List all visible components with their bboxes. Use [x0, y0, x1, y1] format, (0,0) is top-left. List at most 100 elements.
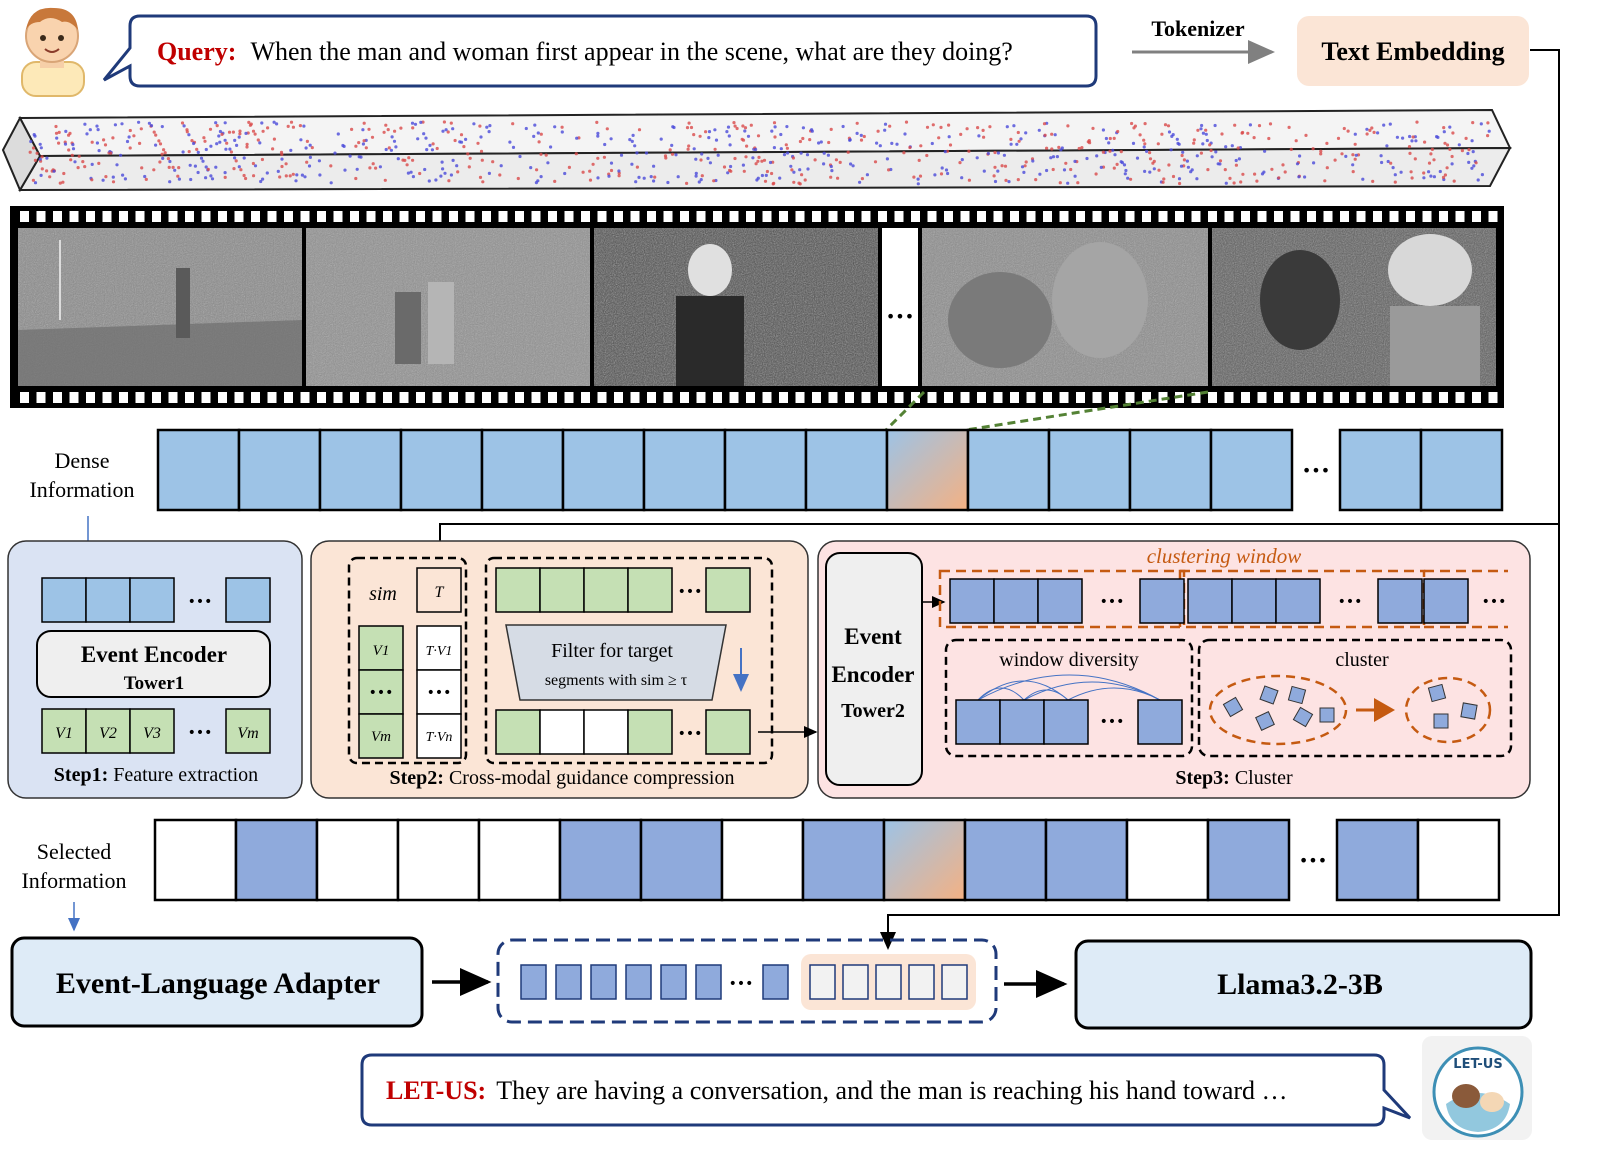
event-dot: [633, 144, 637, 148]
sprocket-hole: [927, 211, 937, 222]
event-dot: [218, 140, 222, 144]
sprocket-hole: [168, 392, 178, 403]
event-dot: [127, 135, 131, 139]
event-dot: [1199, 151, 1203, 155]
sprocket-hole: [597, 392, 607, 403]
event-dot: [733, 124, 737, 128]
event-dot: [1252, 136, 1256, 140]
sim-v-ellipsis: •••: [369, 685, 394, 701]
event-dot: [1234, 163, 1238, 167]
event-dot: [959, 132, 963, 136]
event-dot: [596, 156, 600, 160]
sprocket-hole: [779, 392, 788, 403]
event-dot: [1185, 159, 1189, 163]
event-dot: [960, 176, 964, 180]
step1-caption-rest: Feature extraction: [108, 764, 258, 786]
user-avatar-icon: [21, 7, 85, 97]
event-dot: [666, 180, 670, 185]
event-dot: [1195, 177, 1199, 181]
window-diversity-label: window diversity: [999, 649, 1138, 671]
event-dot: [144, 177, 148, 181]
event-dot: [946, 171, 950, 176]
event-dot: [1178, 181, 1182, 186]
step3-caption-rest: Cluster: [1230, 767, 1293, 789]
video-frame-gap: •••: [882, 228, 918, 386]
sprocket-hole: [218, 211, 227, 222]
feature-v1: V1: [55, 725, 73, 742]
sprocket-hole: [515, 392, 524, 403]
event-dot: [511, 122, 515, 126]
event-dot: [1142, 145, 1146, 149]
event-dot: [773, 135, 777, 139]
event-dot: [741, 124, 745, 128]
frame-ellipsis: •••: [886, 307, 914, 326]
event-dot: [1445, 166, 1449, 170]
event-dot: [1115, 162, 1119, 166]
event-dot: [1111, 148, 1115, 152]
event-dot: [619, 153, 624, 157]
sprocket-hole: [1323, 392, 1333, 403]
event-dot: [265, 171, 269, 175]
sprocket-hole: [696, 211, 706, 222]
event-dot: [171, 165, 175, 169]
event-dot: [403, 158, 407, 162]
event-dots: [28, 120, 1491, 186]
event-dot: [591, 162, 595, 166]
event-dot: [575, 136, 579, 140]
sprocket-hole: [383, 392, 392, 403]
event-dot: [1466, 151, 1470, 156]
event-dot: [203, 139, 207, 143]
event-dot: [1209, 148, 1213, 153]
event-dot: [1342, 126, 1346, 131]
event-dot: [1031, 159, 1035, 163]
event-dot: [533, 123, 537, 127]
event-dot: [1467, 148, 1471, 152]
sprocket-hole: [1406, 392, 1415, 403]
event-dot: [208, 127, 213, 131]
event-dot: [253, 164, 258, 168]
text-embedding-label: Text Embedding: [1321, 37, 1504, 66]
dense-ellipsis: •••: [1302, 461, 1330, 480]
event-dot: [1007, 180, 1011, 184]
event-dot: [317, 159, 321, 163]
sprocket-hole: [1125, 211, 1135, 222]
event-dot: [1289, 147, 1293, 151]
event-dot: [459, 133, 464, 137]
event-dot: [727, 134, 731, 138]
event-dot: [1143, 122, 1147, 126]
tower2-line1: Event: [844, 624, 902, 649]
event-dot: [694, 174, 698, 178]
event-dot: [1200, 123, 1204, 128]
event-dot: [1022, 170, 1026, 174]
sprocket-hole: [911, 392, 920, 403]
event-dot: [416, 137, 420, 141]
event-dot: [642, 176, 646, 180]
event-dot: [447, 179, 451, 183]
event-dot: [836, 176, 840, 180]
event-dot: [280, 164, 284, 169]
event-dot: [789, 164, 793, 168]
event-dot: [644, 151, 649, 155]
event-dot: [1206, 168, 1210, 172]
event-dot: [628, 138, 632, 142]
event-dot: [1237, 157, 1241, 161]
event-dot: [1163, 123, 1168, 127]
event-dot: [1020, 165, 1025, 169]
event-dot: [982, 135, 986, 139]
event-dot: [119, 153, 123, 157]
sprocket-hole: [1340, 211, 1349, 222]
event-dot: [95, 141, 99, 145]
event-dot: [1385, 144, 1389, 148]
event-dot: [770, 171, 774, 176]
event-dot: [829, 175, 833, 179]
event-dot: [1135, 156, 1140, 160]
event-dot: [904, 120, 909, 124]
event-dot: [1192, 141, 1196, 145]
event-dot: [713, 128, 717, 132]
event-dot: [284, 174, 288, 178]
event-dot: [1160, 132, 1164, 136]
event-dot: [456, 170, 460, 174]
event-dot: [472, 122, 476, 126]
event-dot: [318, 173, 322, 177]
event-dot: [336, 132, 340, 136]
